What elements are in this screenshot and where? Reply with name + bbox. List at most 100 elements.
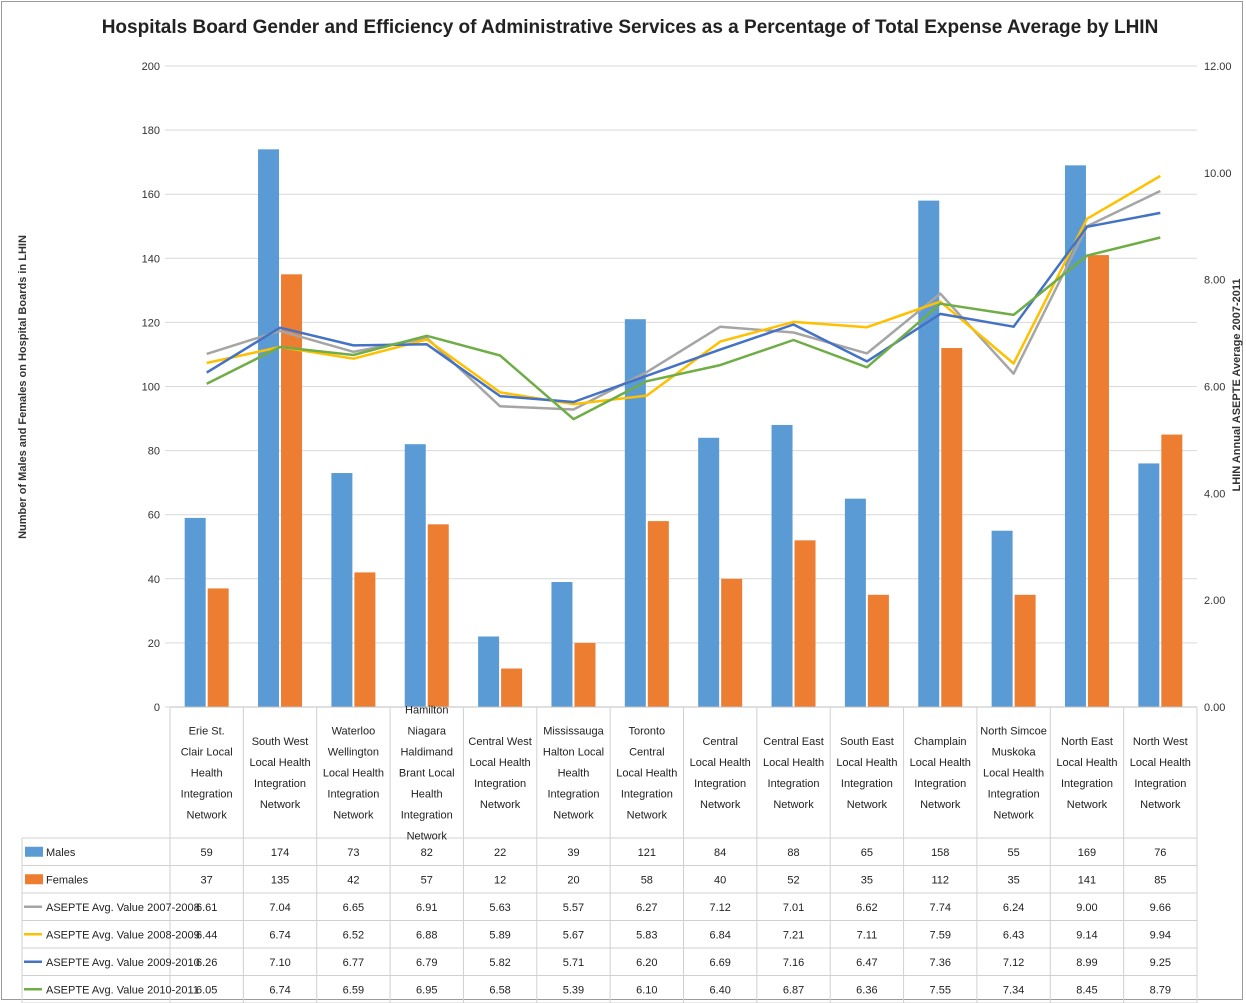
- y-tick-label: 160: [142, 189, 160, 201]
- series-line: [206, 174, 1161, 406]
- bar-females: [501, 668, 523, 707]
- table-cell: 112: [931, 874, 949, 886]
- table-cell: 6.44: [196, 929, 217, 941]
- table-cell: 6.61: [196, 902, 217, 914]
- table-cell: 6.79: [416, 957, 437, 969]
- y2-axis-title: LHIN Annual ASEPTE Average 2007-2011: [1231, 279, 1243, 492]
- table-cell: 7.10: [269, 957, 290, 969]
- y-tick-label: 100: [142, 382, 160, 394]
- table-cell: 6.88: [416, 929, 437, 941]
- legend-key-bar: [25, 846, 43, 857]
- y-axis-title: Number of Males and Females on Hospital …: [17, 235, 29, 539]
- category-label: North Simcoe Muskoka Local Health Integrati…: [980, 726, 1047, 822]
- bar-females: [427, 524, 449, 707]
- y2-tick-label: 10.00: [1204, 168, 1232, 180]
- legend-key-bar: [25, 874, 43, 885]
- category-label: Central West Local Health Integration Netwo…: [468, 736, 531, 811]
- y-tick-label: 60: [148, 510, 160, 522]
- table-cell: 169: [1078, 847, 1096, 859]
- y2-tick-label: 8.00: [1204, 275, 1225, 287]
- table-cell: 82: [421, 847, 433, 859]
- table-cell: 39: [567, 847, 579, 859]
- table-cell: 6.10: [636, 984, 657, 996]
- category-label: North West Local Health Integration Network: [1130, 736, 1191, 811]
- table-cell: 7.16: [783, 957, 804, 969]
- bars: [184, 149, 1183, 708]
- table-cell: 7.36: [930, 957, 951, 969]
- legend-label: Males: [46, 847, 76, 859]
- table-cell: 40: [714, 874, 726, 886]
- table-cell: 6.74: [269, 929, 290, 941]
- table-cell: 6.26: [196, 957, 217, 969]
- table-cell: 5.63: [489, 902, 510, 914]
- y-tick-label: 20: [148, 638, 160, 650]
- table-cell: 7.59: [930, 929, 951, 941]
- bar-males: [1138, 463, 1160, 707]
- table-cell: 121: [638, 847, 656, 859]
- bar-males: [991, 530, 1013, 707]
- bar-females: [647, 521, 669, 707]
- table-cell: 9.94: [1150, 929, 1171, 941]
- bar-females: [794, 540, 816, 707]
- table-cell: 6.52: [343, 929, 364, 941]
- table-cell: 22: [494, 847, 506, 859]
- bar-males: [258, 149, 280, 707]
- table-cell: 42: [347, 874, 359, 886]
- category-label: Central East Local Health Integration Netwo…: [763, 736, 824, 811]
- table-cell: 6.62: [856, 902, 877, 914]
- table-cell: 84: [714, 847, 726, 859]
- bar-males: [551, 582, 573, 707]
- table-cell: 7.04: [269, 902, 290, 914]
- table-cell: 6.43: [1003, 929, 1024, 941]
- bar-males: [918, 200, 940, 708]
- table-cell: 7.34: [1003, 984, 1024, 996]
- table-cell: 5.39: [563, 984, 584, 996]
- category-label: Champlain Local Health Integration Network: [910, 736, 971, 811]
- table-cell: 73: [347, 847, 359, 859]
- table-cell: 141: [1078, 874, 1096, 886]
- table-cell: 7.74: [930, 902, 951, 914]
- table-cell: 6.74: [269, 984, 290, 996]
- legend-label: ASEPTE Avg. Value 2009-2010: [46, 957, 200, 969]
- table-cell: 6.36: [856, 984, 877, 996]
- table-cell: 6.40: [709, 984, 730, 996]
- bar-females: [207, 588, 229, 707]
- table-cell: 58: [641, 874, 653, 886]
- category-label: Waterloo Wellington Local Health Integratio…: [323, 726, 384, 822]
- table-cell: 12: [494, 874, 506, 886]
- table-cell: 9.00: [1076, 902, 1097, 914]
- table-cell: 9.25: [1150, 957, 1171, 969]
- table-cell: 6.84: [709, 929, 730, 941]
- lines: [206, 174, 1161, 421]
- bar-males: [844, 498, 866, 707]
- table-cell: 6.27: [636, 902, 657, 914]
- table-cell: 57: [421, 874, 433, 886]
- table-cell: 37: [201, 874, 213, 886]
- table-cell: 6.47: [856, 957, 877, 969]
- table-cell: 6.91: [416, 902, 437, 914]
- y2-tick-label: 2.00: [1204, 595, 1225, 607]
- y-tick-label: 120: [142, 317, 160, 329]
- table-cell: 5.89: [489, 929, 510, 941]
- y2-tick-label: 4.00: [1204, 488, 1225, 500]
- table-cell: 5.57: [563, 902, 584, 914]
- y-tick-label: 40: [148, 574, 160, 586]
- table-cell: 35: [1007, 874, 1019, 886]
- bar-females: [941, 348, 963, 707]
- table-cell: 85: [1154, 874, 1166, 886]
- table-cell: 7.55: [930, 984, 951, 996]
- table-cell: 6.65: [343, 902, 364, 914]
- y2-tick-label: 12.00: [1204, 61, 1232, 73]
- table-cell: 7.11: [857, 929, 878, 941]
- table-cell: 5.83: [636, 929, 657, 941]
- bar-males: [771, 424, 793, 707]
- category-label: Toronto Central Local Health Integration Net…: [616, 726, 677, 822]
- y-tick-label: 0: [154, 702, 160, 714]
- table-cell: 35: [861, 874, 873, 886]
- category-label: Hamilton Niagara Haldimand Brant Local Healt…: [399, 705, 455, 843]
- category-label: Central Local Health Integration Network: [690, 736, 751, 811]
- table-cell: 6.87: [783, 984, 804, 996]
- table-cell: 6.59: [343, 984, 364, 996]
- data-table: Erie St. Clair Local Health Integration Netw…: [21, 705, 1198, 1003]
